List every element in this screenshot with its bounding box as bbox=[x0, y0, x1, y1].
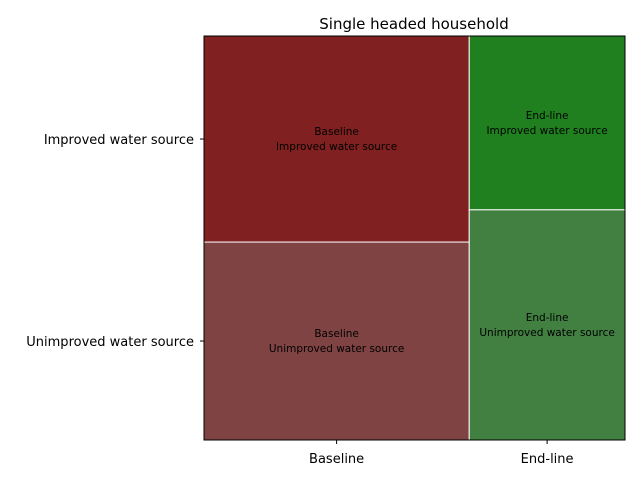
tile-label-baseline-improved-water-source: Baseline Improved water source bbox=[276, 126, 397, 153]
plot-frame bbox=[203, 35, 626, 441]
mosaic-tile-end-line-improved-water-source bbox=[468, 35, 626, 211]
chart-axes: Baseline End-line Unimproved water source I… bbox=[26, 133, 573, 467]
x-tick-label-baseline: Baseline bbox=[309, 452, 364, 467]
mosaic-tile-baseline-unimproved-water-source bbox=[203, 241, 470, 441]
y-tick-label-unimproved-water-source: Unimproved water source bbox=[26, 335, 194, 350]
mosaic-tile-end-line-unimproved-water-source bbox=[468, 209, 626, 441]
y-tick-label-improved-water-source: Improved water source bbox=[44, 133, 194, 148]
mosaic-tile-baseline-improved-water-source bbox=[203, 35, 470, 243]
tile-label-baseline-unimproved-water-source: Baseline Unimproved water source bbox=[269, 328, 404, 355]
x-tick-label-end-line: End-line bbox=[521, 452, 574, 467]
tile-label-end-line-unimproved-water-source: End-line Unimproved water source bbox=[479, 312, 614, 339]
tile-label-end-line-improved-water-source: End-line Improved water source bbox=[486, 110, 607, 137]
chart-title: Single headed household bbox=[319, 15, 508, 33]
mosaic-cells: Baseline Unimproved water source Baseline I… bbox=[203, 35, 626, 441]
